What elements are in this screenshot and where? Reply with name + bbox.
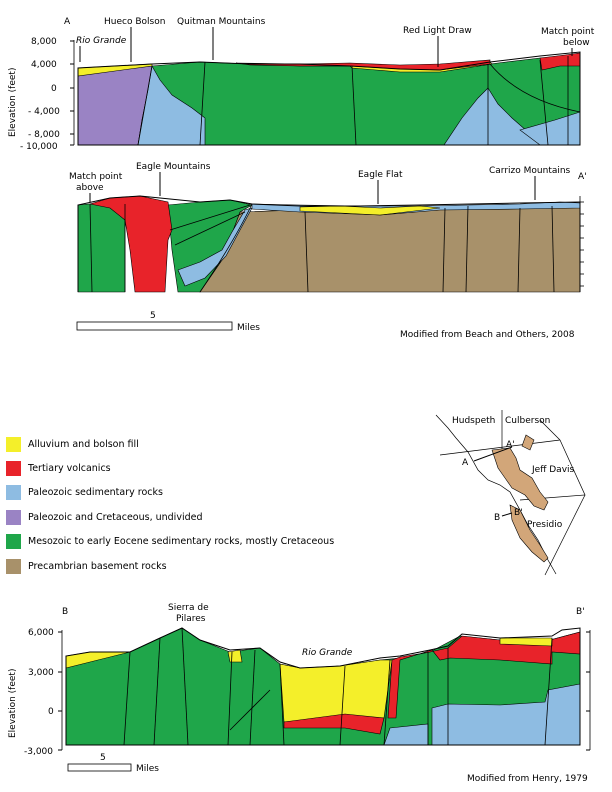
a-scale-number: 5: [150, 311, 156, 321]
a-match-above-label-2: above: [76, 183, 104, 193]
county-line-1: [439, 439, 561, 456]
state-border-line: [435, 414, 557, 575]
b-volcanics-basin: [283, 713, 385, 735]
legend-label-paleozoic-sed: Paleozoic sedimentary rocks: [28, 487, 163, 499]
b-sierra-label-2: Pilares: [176, 614, 206, 624]
a-end-label: A': [578, 172, 587, 182]
a-quitman-label: Quitman Mountains: [177, 17, 266, 27]
b-faults: [123, 627, 553, 746]
b-rio-grande-label: Rio Grande: [302, 648, 353, 658]
legend-label-precambrian: Precambrian basement rocks: [28, 560, 167, 572]
legend: Alluvium and bolson fill Tertiary volcan…: [6, 432, 366, 578]
legend-label-alluvium: Alluvium and bolson fill: [28, 438, 139, 450]
locator-point-b: B: [494, 513, 500, 523]
locator-outcrop-2: [509, 504, 549, 563]
locator-hudspeth: Hudspeth: [452, 416, 495, 426]
a-eagle-mtns-label: Eagle Mountains: [136, 162, 211, 172]
a-match-below-label-1: Match point: [541, 27, 595, 37]
a-ytick-1: 4,000: [31, 60, 57, 70]
legend-swatch-precambrian: [6, 558, 21, 574]
b-credit: Modified from Henry, 1979: [467, 774, 588, 784]
locator-line-b: [501, 512, 513, 517]
legend-label-paleozoic-cret: Paleozoic and Cretaceous, undivided: [28, 511, 203, 523]
legend-label-volcanics: Tertiary volcanics: [28, 463, 111, 475]
legend-row-mesozoic: Mesozoic to early Eocene sedimentary roc…: [6, 530, 366, 554]
legend-row-alluvium: Alluvium and bolson fill: [6, 432, 366, 456]
section-b-scale-bar: 5 Miles: [67, 753, 159, 774]
legend-row-volcanics: Tertiary volcanics: [6, 456, 366, 480]
section-a-upper: [77, 51, 581, 146]
legend-swatch-alluvium: [6, 436, 21, 452]
a-precambrian-unit: [199, 205, 581, 293]
locator-line-a: [473, 446, 513, 462]
legend-swatch-volcanics: [6, 461, 21, 477]
locator-presidio: Presidio: [527, 520, 563, 530]
locator-outcrop-3: [521, 434, 535, 451]
a-ytick-2: 0: [51, 84, 57, 94]
a-match-above-label-1: Match point: [69, 172, 123, 182]
b-ytick-1: 3,000: [28, 668, 54, 678]
a-hueco-label: Hueco Bolson: [104, 17, 165, 27]
a-y-axis-label: Elevation (feet): [8, 68, 18, 137]
b-outline: [65, 627, 581, 746]
b-alluvium-small: [227, 649, 243, 663]
section-a-lower-labels: Match point above Eagle Mountains Eagle …: [69, 162, 587, 204]
county-line-4: [539, 419, 561, 441]
section-b-labels: B B' Sierra de Pilares Rio Grande: [62, 603, 585, 658]
b-y-axis-label: Elevation (feet): [8, 669, 18, 738]
locator-point-b-prime: B': [514, 508, 523, 518]
legend-swatch-paleozoic-cret: [6, 509, 21, 525]
legend-row-paleozoic-sed: Paleozoic sedimentary rocks: [6, 481, 366, 505]
b-ytick-2: 0: [48, 707, 54, 717]
a-lower-outline: [77, 195, 581, 292]
legend-label-mesozoic: Mesozoic to early Eocene sedimentary roc…: [28, 536, 335, 548]
section-a-scale-bar: 5 Miles: [76, 311, 260, 333]
locator-culberson: Culberson: [505, 416, 550, 426]
legend-row-precambrian: Precambrian basement rocks: [6, 554, 366, 578]
a-start-label: A: [64, 17, 71, 27]
a-ytick-4: - 8,000: [28, 130, 60, 140]
b-start-label: B: [62, 607, 68, 617]
locator-point-a: A: [462, 458, 469, 468]
section-b-y-axis: 6,000 3,000 0 -3,000 Elevation (feet): [8, 628, 591, 757]
legend-swatch-mesozoic: [6, 534, 21, 550]
a-lower-mesozoic-west: [77, 202, 126, 293]
county-line-5: [544, 494, 586, 576]
b-end-label: B': [576, 607, 585, 617]
a-scale-unit: Miles: [237, 323, 260, 333]
locator-jeff-davis: Jeff Davis: [531, 465, 575, 475]
b-sierra-label-1: Sierra de: [168, 603, 209, 613]
a-faults-upper: [137, 56, 581, 146]
b-ytick-0: 6,000: [28, 628, 54, 638]
legend-swatch-paleozoic-sed: [6, 485, 21, 501]
a-ytick-5: - 10,000: [20, 142, 58, 152]
locator-outcrop: [491, 447, 549, 511]
a-upper-outline: [77, 51, 581, 146]
section-b: [65, 627, 581, 746]
legend-row-paleozoic-cret: Paleozoic and Cretaceous, undivided: [6, 505, 366, 529]
b-scale-unit: Miles: [136, 764, 159, 774]
section-a-labels: A Rio Grande Hueco Bolson Quitman Mounta…: [64, 17, 595, 67]
b-ytick-3: -3,000: [24, 747, 53, 757]
a-red-light-label: Red Light Draw: [403, 26, 472, 36]
a-ytick-0: 8,000: [31, 37, 57, 47]
a-eagle-flat-label: Eagle Flat: [358, 170, 403, 180]
a-ytick-3: - 4,000: [28, 107, 60, 117]
a-carrizo-label: Carrizo Mountains: [489, 166, 571, 176]
b-alluvium-basin: [279, 659, 393, 723]
locator-point-a-prime: A': [506, 440, 515, 450]
section-a-y-axis: 8,000 4,000 0 - 4,000 - 8,000 - 10,000 E…: [8, 37, 75, 152]
b-scale-number: 5: [100, 753, 106, 763]
a-credit: Modified from Beach and Others, 2008: [400, 330, 575, 340]
section-a-lower: [77, 195, 584, 293]
b-alluvium-east: [499, 637, 553, 647]
locator-map: Hudspeth Culberson Jeff Davis Presidio A…: [435, 410, 586, 576]
a-match-below-label-2: below: [563, 38, 590, 48]
a-lower-faults: [89, 203, 555, 293]
a-rio-grande-label: Rio Grande: [76, 36, 127, 46]
